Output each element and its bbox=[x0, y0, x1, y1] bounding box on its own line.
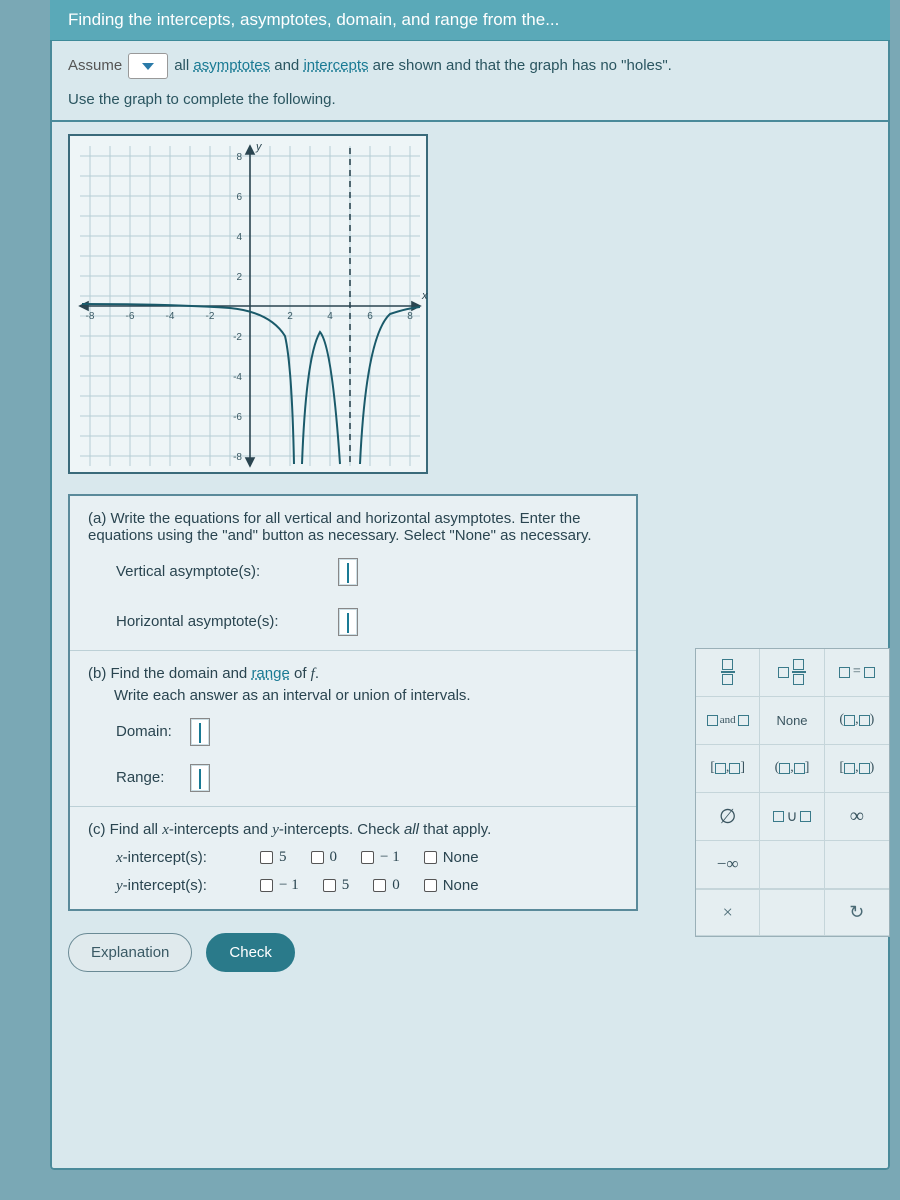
horizontal-asymptote-label: Horizontal asymptote(s): bbox=[116, 613, 326, 630]
palette-infinity[interactable]: ∞ bbox=[825, 793, 889, 841]
svg-text:y: y bbox=[255, 141, 263, 153]
vertical-asymptote-input[interactable] bbox=[338, 558, 358, 586]
asymptotes-link[interactable]: asymptotes bbox=[193, 57, 270, 74]
palette-empty-set[interactable]: ∅ bbox=[696, 793, 760, 841]
svg-text:6: 6 bbox=[236, 192, 242, 203]
palette-closed-open[interactable]: [,) bbox=[825, 745, 889, 793]
instruction-text: Use the graph to complete the following. bbox=[68, 89, 872, 112]
assume-text: all asymptotes and intercepts are shown … bbox=[174, 55, 672, 78]
svg-text:-4: -4 bbox=[233, 372, 242, 383]
y-intercept-option-5[interactable]: 5 bbox=[323, 877, 350, 894]
palette-equals[interactable]: = bbox=[825, 649, 889, 697]
range-label: Range: bbox=[116, 769, 164, 786]
intercepts-link[interactable]: intercepts bbox=[303, 57, 368, 74]
vertical-asymptote-label: Vertical asymptote(s): bbox=[116, 563, 326, 580]
page-header: Finding the intercepts, asymptotes, doma… bbox=[50, 0, 890, 41]
svg-text:-6: -6 bbox=[233, 412, 242, 423]
svg-text:-4: -4 bbox=[166, 311, 175, 322]
check-button[interactable]: Check bbox=[206, 933, 295, 972]
svg-text:-8: -8 bbox=[233, 452, 242, 463]
explanation-button[interactable]: Explanation bbox=[68, 933, 192, 972]
svg-text:-2: -2 bbox=[206, 311, 215, 322]
y-intercept-option-none[interactable]: None bbox=[424, 877, 479, 894]
svg-text:4: 4 bbox=[327, 311, 333, 322]
chevron-down-icon bbox=[142, 63, 154, 70]
x-intercept-option-5[interactable]: 5 bbox=[260, 849, 287, 866]
x-intercept-option-0[interactable]: 0 bbox=[311, 849, 338, 866]
math-palette: = and None (,) [,] (,] [,) ∅ ∪ ∞ −∞ × ↻ bbox=[695, 648, 890, 937]
part-a-prompt: (a) Write the equations for all vertical… bbox=[88, 510, 618, 544]
svg-text:4: 4 bbox=[236, 232, 242, 243]
svg-text:2: 2 bbox=[236, 272, 242, 283]
horizontal-asymptote-input[interactable] bbox=[338, 608, 358, 636]
question-box: (a) Write the equations for all vertical… bbox=[68, 494, 638, 911]
domain-input[interactable] bbox=[190, 718, 210, 746]
range-link[interactable]: range bbox=[251, 665, 289, 682]
palette-open-closed[interactable]: (,] bbox=[760, 745, 824, 793]
palette-union[interactable]: ∪ bbox=[760, 793, 824, 841]
range-input[interactable] bbox=[190, 764, 210, 792]
x-intercept-option-none[interactable]: None bbox=[424, 849, 479, 866]
x-intercept-option-neg1[interactable]: − 1 bbox=[361, 849, 400, 866]
svg-text:6: 6 bbox=[367, 311, 373, 322]
svg-text:-8: -8 bbox=[86, 311, 95, 322]
domain-label: Domain: bbox=[116, 723, 172, 740]
y-intercept-option-neg1[interactable]: − 1 bbox=[260, 877, 299, 894]
part-b-sub: Write each answer as an interval or unio… bbox=[88, 687, 618, 704]
y-intercept-option-0[interactable]: 0 bbox=[373, 877, 400, 894]
palette-open-open[interactable]: (,) bbox=[825, 697, 889, 745]
part-b: (b) Find the domain and range of f. Writ… bbox=[70, 651, 636, 807]
assume-dropdown[interactable] bbox=[128, 53, 168, 79]
svg-text:2: 2 bbox=[287, 311, 293, 322]
function-graph: -8 -6 -4 -2 2 4 6 8 8 6 4 2 -2 -4 -6 -8 x y bbox=[68, 134, 428, 474]
svg-text:-2: -2 bbox=[233, 332, 242, 343]
page-title: Finding the intercepts, asymptotes, doma… bbox=[68, 10, 559, 30]
palette-clear[interactable]: × bbox=[696, 890, 760, 936]
palette-neg-infinity[interactable]: −∞ bbox=[696, 841, 760, 889]
svg-text:-6: -6 bbox=[126, 311, 135, 322]
assume-label: Assume bbox=[68, 55, 122, 78]
problem-intro: Assume all asymptotes and intercepts are… bbox=[50, 41, 890, 122]
palette-reset[interactable]: ↻ bbox=[825, 890, 889, 936]
svg-text:8: 8 bbox=[236, 152, 242, 163]
palette-closed-closed[interactable]: [,] bbox=[696, 745, 760, 793]
palette-none[interactable]: None bbox=[760, 697, 824, 745]
part-b-prompt: (b) Find the domain and range of f. bbox=[88, 665, 618, 683]
app-panel: Finding the intercepts, asymptotes, doma… bbox=[50, 0, 890, 1170]
part-c: (c) Find all x-intercepts and y-intercep… bbox=[70, 807, 636, 909]
palette-fraction[interactable] bbox=[696, 649, 760, 697]
palette-mixed-fraction[interactable] bbox=[760, 649, 824, 697]
part-a: (a) Write the equations for all vertical… bbox=[70, 496, 636, 651]
palette-and[interactable]: and bbox=[696, 697, 760, 745]
part-c-prompt: (c) Find all x-intercepts and y-intercep… bbox=[88, 821, 618, 839]
svg-text:8: 8 bbox=[407, 311, 413, 322]
svg-text:x: x bbox=[421, 290, 428, 302]
